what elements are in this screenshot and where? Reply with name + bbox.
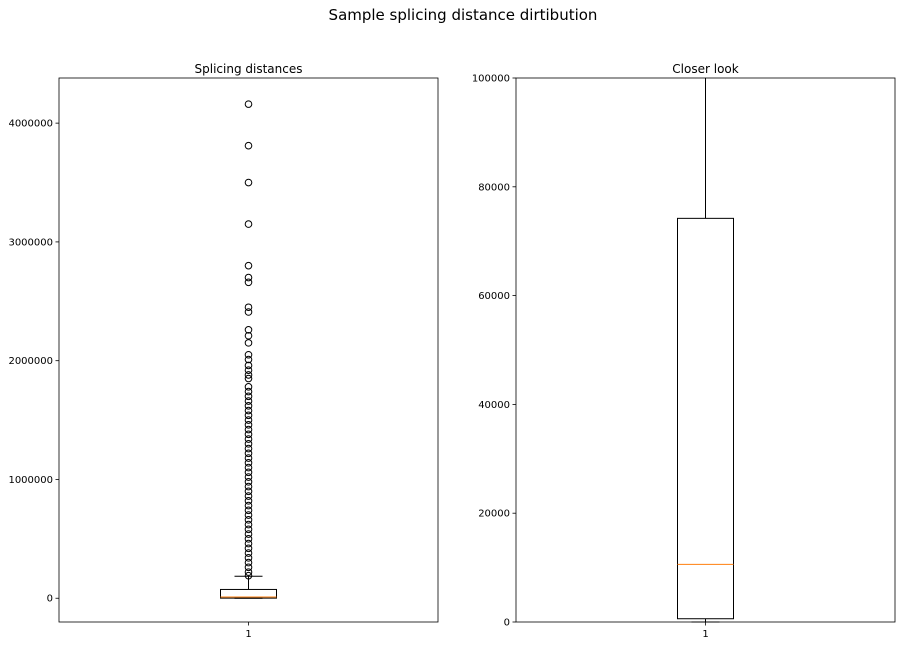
outlier-point-left xyxy=(244,350,253,359)
outlier-point-left xyxy=(244,303,253,312)
y-tick-label-right: 100000 xyxy=(472,74,510,85)
outlier-point-left xyxy=(244,558,253,567)
x-tick-label-right: 1 xyxy=(702,629,708,640)
outlier-point-left xyxy=(244,449,253,458)
figure-suptitle: Sample splicing distance dirtibution xyxy=(329,6,598,24)
outlier-point-left xyxy=(244,478,253,486)
outlier-point-left xyxy=(244,100,253,108)
subplot-splicing-distances: Splicing distances 0 1000000 2000000 300000… xyxy=(8,62,439,640)
y-tick-label-right: 60000 xyxy=(478,291,510,302)
outlier-point-left xyxy=(244,539,253,548)
outlier-point-left xyxy=(244,392,253,401)
outlier-point-left xyxy=(244,501,253,510)
outlier-point-left xyxy=(244,473,253,481)
outlier-point-left xyxy=(244,339,253,347)
outlier-point-left xyxy=(244,366,253,374)
outlier-point-left xyxy=(244,568,253,576)
iqr-box-left xyxy=(220,588,277,599)
outlier-point-left xyxy=(244,435,253,443)
outlier-point-left xyxy=(244,544,253,553)
outlier-point-left xyxy=(244,416,253,424)
outlier-point-left xyxy=(244,492,253,500)
y-tick-label-right: 20000 xyxy=(478,509,510,520)
outlier-point-left xyxy=(244,459,253,467)
outlier-point-left xyxy=(244,273,253,282)
outlier-point-left xyxy=(244,387,253,396)
y-tick-label-left: 4000000 xyxy=(8,119,53,130)
axes-title-left: Splicing distances xyxy=(195,62,303,76)
outlier-point-left xyxy=(244,511,253,519)
outlier-point-left xyxy=(244,220,253,228)
y-tick-label-left: 2000000 xyxy=(8,356,53,367)
y-tick-label-left: 1000000 xyxy=(8,475,53,486)
outlier-point-left xyxy=(244,371,253,379)
outlier-point-left xyxy=(244,482,253,491)
outlier-point-left xyxy=(244,383,253,391)
outlier-point-left xyxy=(244,261,253,270)
outlier-point-left xyxy=(244,563,253,572)
y-tick-label-right: 40000 xyxy=(478,400,510,411)
axes-title-right: Closer look xyxy=(672,62,738,76)
outlier-point-left xyxy=(244,141,253,150)
outlier-point-left xyxy=(244,178,253,187)
outlier-point-left xyxy=(244,549,253,557)
outlier-point-left xyxy=(244,411,253,420)
outlier-point-left xyxy=(244,402,253,410)
outlier-point-left xyxy=(244,374,253,383)
outlier-point-left xyxy=(244,497,253,505)
iqr-box-right xyxy=(677,217,734,620)
outlier-point-left xyxy=(244,554,253,562)
outlier-point-left xyxy=(244,430,253,439)
y-tick-label-right: 0 xyxy=(504,618,510,629)
outlier-point-left xyxy=(244,454,253,462)
outlier-point-left xyxy=(244,506,253,515)
outlier-point-left xyxy=(244,487,253,496)
outlier-point-left xyxy=(244,468,253,477)
outlier-point-left xyxy=(244,361,253,370)
outlier-point-left xyxy=(244,444,253,453)
outlier-point-left xyxy=(244,326,253,334)
y-tick-label-left: 0 xyxy=(47,594,53,605)
outlier-point-left xyxy=(244,530,253,538)
outlier-point-left xyxy=(244,463,253,472)
outlier-point-left xyxy=(244,520,253,529)
y-tick-label-right: 80000 xyxy=(478,182,510,193)
outlier-point-left xyxy=(244,421,253,429)
outlier-point-left xyxy=(244,425,253,434)
outlier-point-left xyxy=(244,355,253,364)
outlier-point-left xyxy=(244,308,253,316)
subplot-closer-look: Closer look 0 20000 40000 60000 80000 100000 1 xyxy=(472,62,896,640)
outlier-point-left xyxy=(244,278,253,287)
outlier-point-left xyxy=(244,516,253,524)
outlier-point-left xyxy=(244,535,253,543)
outlier-point-left xyxy=(244,571,253,580)
y-tick-label-left: 3000000 xyxy=(8,237,53,248)
x-tick-label-left: 1 xyxy=(245,629,251,640)
outlier-point-left xyxy=(244,440,253,448)
outlier-point-left xyxy=(244,406,253,415)
outlier-point-left xyxy=(244,331,253,340)
outlier-point-left xyxy=(244,525,253,534)
outlier-point-left xyxy=(244,397,253,405)
